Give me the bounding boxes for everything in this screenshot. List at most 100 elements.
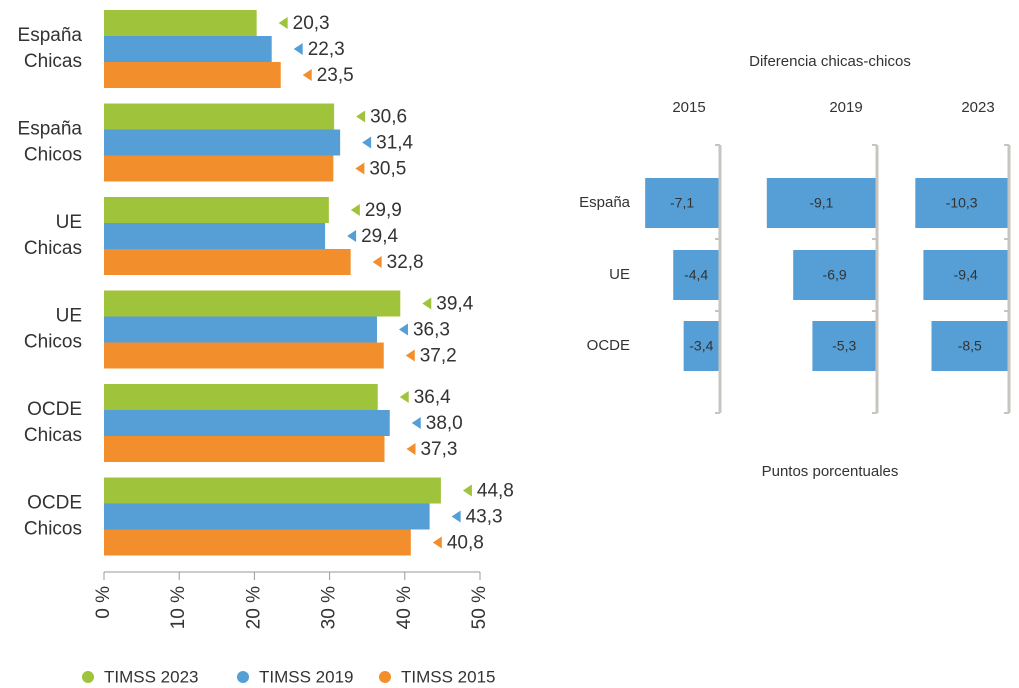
value-label: -9,1 — [809, 195, 833, 211]
bar — [104, 290, 401, 317]
bar — [104, 103, 335, 130]
bar — [104, 10, 257, 36]
value-label: -9,4 — [954, 267, 978, 283]
category-label: España — [18, 25, 83, 46]
panel-title: 2015 — [672, 99, 705, 116]
label-marker — [422, 297, 432, 310]
bar — [923, 250, 1008, 300]
value-label: -3,4 — [689, 338, 713, 354]
bar — [104, 155, 334, 182]
bar — [104, 384, 378, 410]
label-marker — [399, 391, 409, 403]
x-tick-label: 40 % — [394, 586, 415, 629]
legend-label: TIMSS 2015 — [401, 667, 496, 686]
bar — [104, 316, 377, 343]
bar — [104, 36, 272, 62]
x-tick-label: 50 % — [469, 586, 490, 629]
category-label: Chicos — [24, 332, 82, 353]
bar — [104, 410, 390, 436]
label-marker — [362, 136, 372, 149]
category-label: UE — [56, 306, 82, 327]
category-label: UE — [609, 266, 630, 283]
bar — [793, 250, 876, 300]
label-marker — [432, 536, 442, 549]
legend-label: TIMSS 2019 — [259, 667, 354, 686]
category-label: Chicos — [24, 145, 82, 166]
value-label: 37,3 — [420, 439, 457, 460]
label-marker — [398, 323, 408, 336]
value-label: 40,8 — [447, 533, 484, 554]
value-label: 30,5 — [369, 159, 406, 180]
value-label: 36,4 — [414, 387, 451, 408]
bar — [915, 178, 1008, 228]
category-label: Chicas — [24, 238, 82, 259]
value-label: 43,3 — [466, 507, 503, 528]
value-label: -5,3 — [832, 338, 856, 354]
bar — [104, 62, 281, 88]
value-label: -7,1 — [670, 195, 694, 211]
category-label: España — [579, 194, 631, 211]
bar — [931, 321, 1008, 371]
value-label: 31,4 — [376, 133, 413, 154]
label-marker — [278, 17, 288, 29]
bar — [673, 250, 719, 300]
bar — [766, 178, 876, 228]
bar — [104, 477, 441, 504]
value-label: 37,2 — [420, 346, 457, 367]
label-marker — [355, 162, 365, 175]
value-label: 20,3 — [293, 13, 330, 34]
category-label: OCDE — [27, 399, 82, 420]
category-label: OCDE — [27, 493, 82, 514]
label-marker — [347, 230, 357, 242]
x-tick-label: 0 % — [93, 586, 114, 619]
value-label: 29,9 — [365, 200, 402, 221]
axis-label: Puntos porcentuales — [762, 463, 899, 480]
panel-title: 2023 — [961, 99, 994, 116]
bar — [812, 321, 876, 371]
legend-marker — [379, 671, 391, 683]
value-label: 29,4 — [361, 226, 398, 247]
label-marker — [302, 69, 312, 81]
panel-title: 2019 — [829, 99, 862, 116]
value-label: 22,3 — [308, 39, 345, 60]
bar — [104, 249, 351, 275]
bar — [104, 436, 385, 462]
category-label: Chicas — [24, 425, 82, 446]
x-tick-label: 30 % — [319, 586, 340, 629]
bar — [104, 342, 384, 369]
bar — [104, 529, 411, 556]
bar — [104, 223, 326, 249]
value-label: -10,3 — [946, 195, 978, 211]
category-label: España — [18, 119, 83, 140]
value-label: 23,5 — [317, 65, 354, 86]
label-marker — [411, 417, 421, 429]
x-tick-label: 20 % — [243, 586, 264, 629]
chart-title: Diferencia chicas-chicos — [749, 53, 911, 70]
bar — [104, 197, 329, 223]
value-label: 44,8 — [477, 481, 514, 502]
value-label: 30,6 — [370, 107, 407, 128]
category-label: UE — [56, 212, 82, 233]
value-label: -6,9 — [823, 267, 847, 283]
bar — [645, 178, 719, 228]
bar — [104, 129, 341, 156]
value-label: 38,0 — [426, 413, 463, 434]
x-tick-label: 10 % — [168, 586, 189, 629]
label-marker — [293, 43, 303, 55]
category-label: Chicos — [24, 519, 82, 540]
label-marker — [405, 349, 415, 362]
label-marker — [350, 204, 360, 216]
value-label: -4,4 — [684, 267, 708, 283]
value-label: 32,8 — [387, 252, 424, 273]
label-marker — [372, 256, 382, 268]
category-label: Chicas — [24, 51, 82, 72]
label-marker — [451, 510, 461, 523]
category-label: OCDE — [587, 337, 630, 354]
value-label: 36,3 — [413, 320, 450, 341]
legend-marker — [82, 671, 94, 683]
label-marker — [462, 484, 472, 497]
legend-label: TIMSS 2023 — [104, 667, 199, 686]
bar — [683, 321, 719, 371]
bar — [104, 503, 430, 530]
